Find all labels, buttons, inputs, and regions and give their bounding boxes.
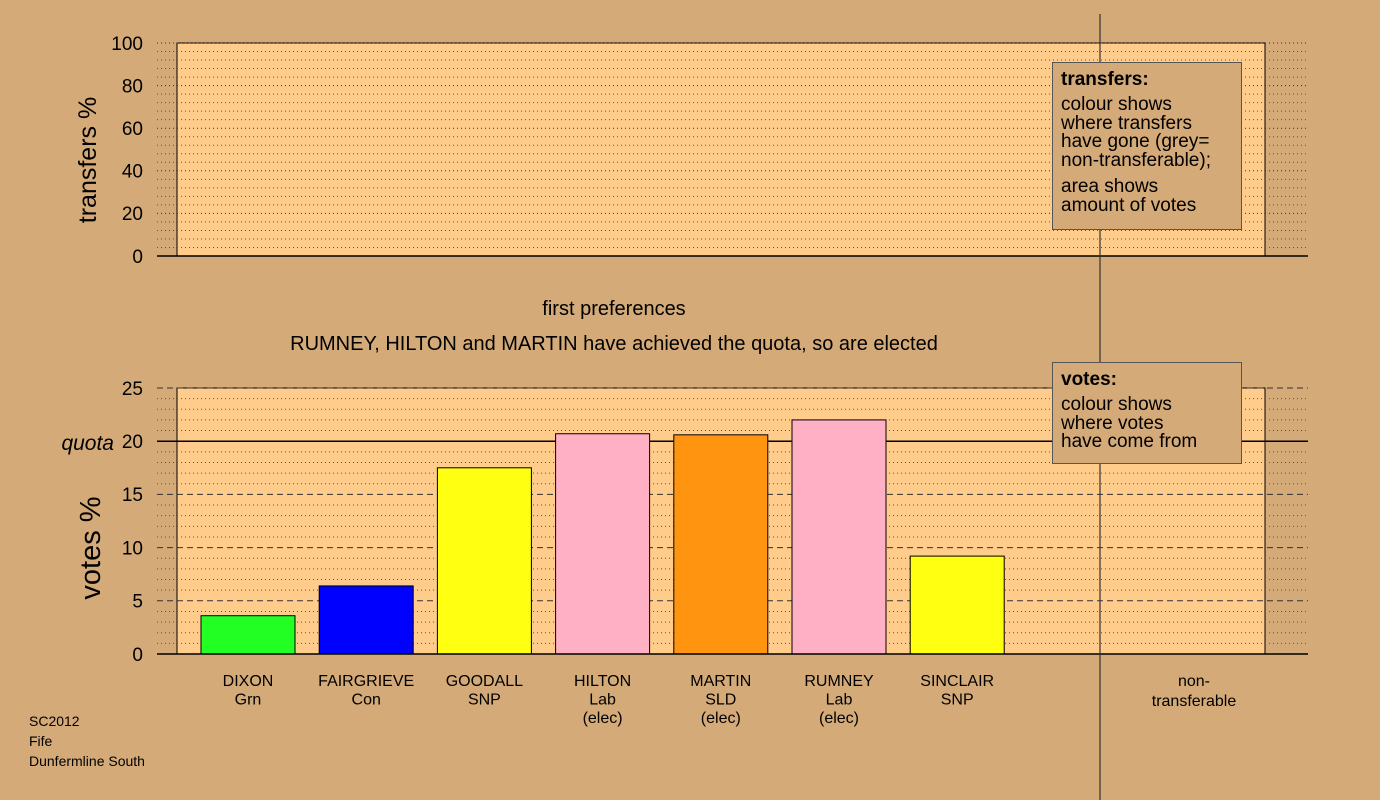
- legend-line: where votes: [1061, 412, 1164, 434]
- votes-legend: votes: colour shows where votes have com…: [1052, 362, 1242, 464]
- y-tick-label: 0: [132, 645, 143, 666]
- y-tick-label: 60: [122, 119, 143, 140]
- chart-subtitle: RUMNEY, HILTON and MARTIN have achieved …: [290, 333, 938, 355]
- y-tick-label: 20: [122, 204, 143, 225]
- x-tick-label: (elec): [701, 710, 741, 727]
- y-tick-label: 20: [122, 432, 143, 453]
- x-tick-label: DIXON: [223, 673, 274, 690]
- x-tick-label: Lab: [826, 692, 853, 709]
- bar-dixon: [200, 615, 296, 655]
- bar-sinclair: [909, 555, 1005, 655]
- legend-line: have come from: [1061, 431, 1198, 452]
- nontransferable-label-line: transferable: [1152, 693, 1237, 710]
- nontransferable-label: non- transferable: [1152, 673, 1237, 710]
- legend-line: colour shows: [1061, 394, 1172, 415]
- bar-rumney: [791, 419, 887, 655]
- footer-election: SC2012: [29, 713, 80, 729]
- y-tick-label: 80: [122, 76, 143, 97]
- x-tick-label: HILTON: [574, 673, 631, 690]
- footer-ward: Dunfermline South: [29, 753, 145, 769]
- legend-line: colour shows: [1061, 94, 1172, 115]
- y-tick-label: 25: [122, 379, 143, 400]
- x-tick-label: FAIRGRIEVE: [318, 673, 414, 690]
- x-tick-label: Con: [352, 692, 381, 709]
- x-tick-label: SINCLAIR: [920, 673, 994, 690]
- x-tick-label: RUMNEY: [804, 673, 874, 690]
- legend-line: non-transferable);: [1061, 149, 1211, 171]
- legend-line: area shows: [1061, 176, 1159, 197]
- x-tick-label: SNP: [941, 692, 974, 709]
- legend-line: amount of votes: [1061, 194, 1197, 216]
- nontransferable-label-line: non-: [1178, 673, 1210, 690]
- x-tick-label: (elec): [583, 710, 623, 727]
- footer: SC2012 Fife Dunfermline South: [29, 711, 145, 771]
- y-tick-label: 0: [132, 247, 143, 268]
- transfers-legend: transfers: colour shows where transfers …: [1052, 62, 1242, 230]
- transfers-y-axis-label: transfers %: [74, 97, 102, 223]
- legend-line: where transfers: [1061, 112, 1192, 134]
- transfers-legend-title: transfers:: [1061, 69, 1149, 90]
- votes-legend-title: votes:: [1061, 369, 1117, 390]
- bar-goodall: [436, 467, 532, 655]
- y-tick-label: 15: [122, 485, 143, 506]
- votes-y-axis-label: votes %: [75, 496, 107, 599]
- x-tick-label: (elec): [819, 710, 859, 727]
- legend-line: have gone (grey=: [1061, 131, 1210, 152]
- y-tick-label: 5: [132, 592, 143, 613]
- bar-martin: [673, 434, 769, 655]
- bar-hilton: [555, 433, 651, 655]
- x-tick-label: SLD: [705, 692, 736, 709]
- bar-fairgrieve: [318, 585, 414, 655]
- y-tick-label: 10: [122, 538, 143, 559]
- y-tick-label: 40: [122, 162, 143, 183]
- x-tick-label: MARTIN: [690, 673, 751, 690]
- quota-label: quota: [61, 432, 114, 455]
- x-tick-label: SNP: [468, 692, 501, 709]
- y-tick-label: 100: [111, 34, 143, 55]
- x-tick-label: Lab: [589, 692, 616, 709]
- footer-council: Fife: [29, 733, 53, 749]
- x-tick-label: Grn: [235, 692, 262, 709]
- chart-title: first preferences: [542, 298, 685, 320]
- x-tick-label: GOODALL: [446, 673, 523, 690]
